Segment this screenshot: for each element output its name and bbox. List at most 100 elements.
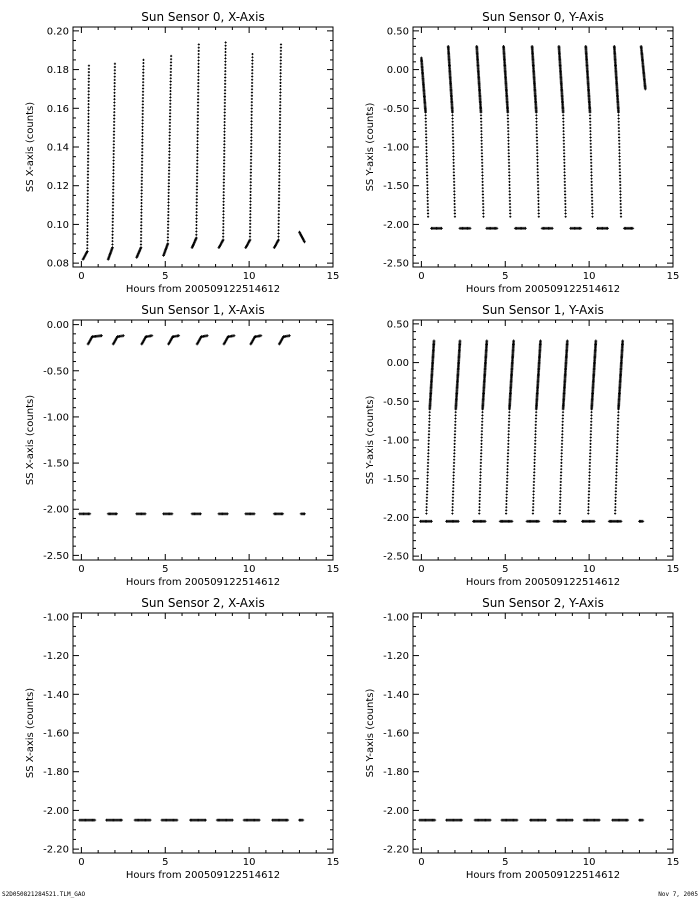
data-point	[535, 114, 538, 117]
data-point	[507, 139, 510, 142]
data-point	[534, 439, 537, 442]
data-point	[249, 206, 252, 209]
data-point	[425, 145, 428, 149]
data-point	[112, 188, 115, 191]
data-point	[424, 111, 427, 114]
footer-file-label: S2D050821284521.TLM_GAO	[2, 891, 86, 898]
data-point	[428, 414, 431, 417]
data-point	[617, 136, 621, 139]
data-point	[589, 117, 592, 120]
data-point	[617, 126, 620, 130]
data-point	[451, 496, 455, 499]
data-point	[197, 82, 200, 85]
data-point	[433, 818, 437, 822]
data-point	[197, 52, 200, 56]
data-point	[534, 420, 537, 423]
data-point	[619, 209, 622, 212]
data-point	[169, 83, 172, 86]
data-point	[590, 177, 593, 180]
data-point	[169, 80, 172, 83]
data-point	[453, 187, 456, 190]
data-point	[249, 165, 253, 168]
data-point	[278, 136, 281, 139]
data-point	[113, 120, 116, 123]
data-point	[278, 139, 281, 142]
data-point	[426, 206, 429, 209]
data-series	[419, 44, 647, 230]
data-point	[425, 152, 428, 155]
data-point	[223, 127, 226, 130]
data-point	[537, 202, 540, 206]
data-point	[532, 493, 535, 496]
data-point	[451, 114, 454, 117]
data-point	[175, 818, 179, 822]
data-point	[197, 56, 200, 59]
data-point	[453, 445, 456, 449]
data-point	[424, 117, 427, 120]
chart-panel-0: Sun Sensor 0, X-Axis 0 5 10 15 0.08 0.10 0.12 0.…	[25, 10, 339, 295]
data-point	[482, 206, 485, 209]
chart-panel-2: Sun Sensor 1, X-Axis 0 5 10 15 -2.50 -2.00 -1.5…	[25, 303, 339, 588]
data-point	[86, 218, 89, 221]
data-point	[141, 125, 144, 128]
data-point	[452, 177, 456, 180]
data-point	[589, 445, 592, 449]
data-point	[535, 117, 538, 120]
data-point	[588, 111, 592, 114]
data-point	[590, 161, 593, 164]
y-tick-label: -1.00	[43, 412, 69, 423]
data-point	[508, 187, 511, 190]
data-point	[507, 436, 510, 439]
data-point	[140, 192, 143, 195]
data-point	[590, 411, 593, 414]
data-point	[505, 506, 508, 509]
data-point	[619, 202, 622, 206]
data-point	[196, 111, 200, 114]
data-point	[588, 458, 592, 461]
data-point	[87, 106, 90, 109]
data-point	[509, 212, 512, 215]
data-point	[617, 417, 620, 420]
data-point	[279, 56, 282, 59]
data-point	[111, 236, 114, 240]
data-point	[564, 215, 567, 218]
data-point	[113, 107, 116, 111]
data-point	[508, 411, 511, 414]
data-point	[279, 97, 282, 100]
data-point	[590, 174, 593, 177]
data-point	[87, 125, 90, 128]
data-point	[425, 496, 429, 499]
data-point	[506, 461, 509, 464]
data-point	[250, 129, 253, 133]
data-point	[87, 112, 90, 115]
data-point	[195, 220, 198, 223]
data-point	[278, 187, 281, 190]
data-point	[223, 89, 227, 92]
data-point	[86, 240, 89, 244]
data-point	[617, 111, 620, 114]
data-point	[454, 420, 457, 423]
data-point	[618, 145, 621, 149]
data-point	[197, 65, 200, 69]
data-point	[250, 88, 254, 91]
data-point	[111, 230, 114, 233]
data-point	[460, 818, 464, 822]
data-point	[86, 167, 90, 170]
data-point	[509, 209, 512, 212]
data-point	[481, 196, 485, 199]
data-point	[561, 436, 564, 439]
data-point	[559, 480, 562, 483]
data-point	[562, 111, 565, 114]
data-point	[560, 458, 563, 461]
data-point	[223, 105, 226, 108]
x-tick-label: 5	[502, 564, 508, 575]
data-point	[426, 477, 429, 480]
data-point	[589, 149, 592, 152]
data-point	[480, 436, 483, 439]
data-point	[453, 442, 456, 445]
data-point	[560, 445, 564, 449]
data-point	[225, 512, 229, 516]
data-point	[196, 156, 199, 159]
data-point	[425, 499, 428, 502]
data-point	[563, 161, 566, 164]
